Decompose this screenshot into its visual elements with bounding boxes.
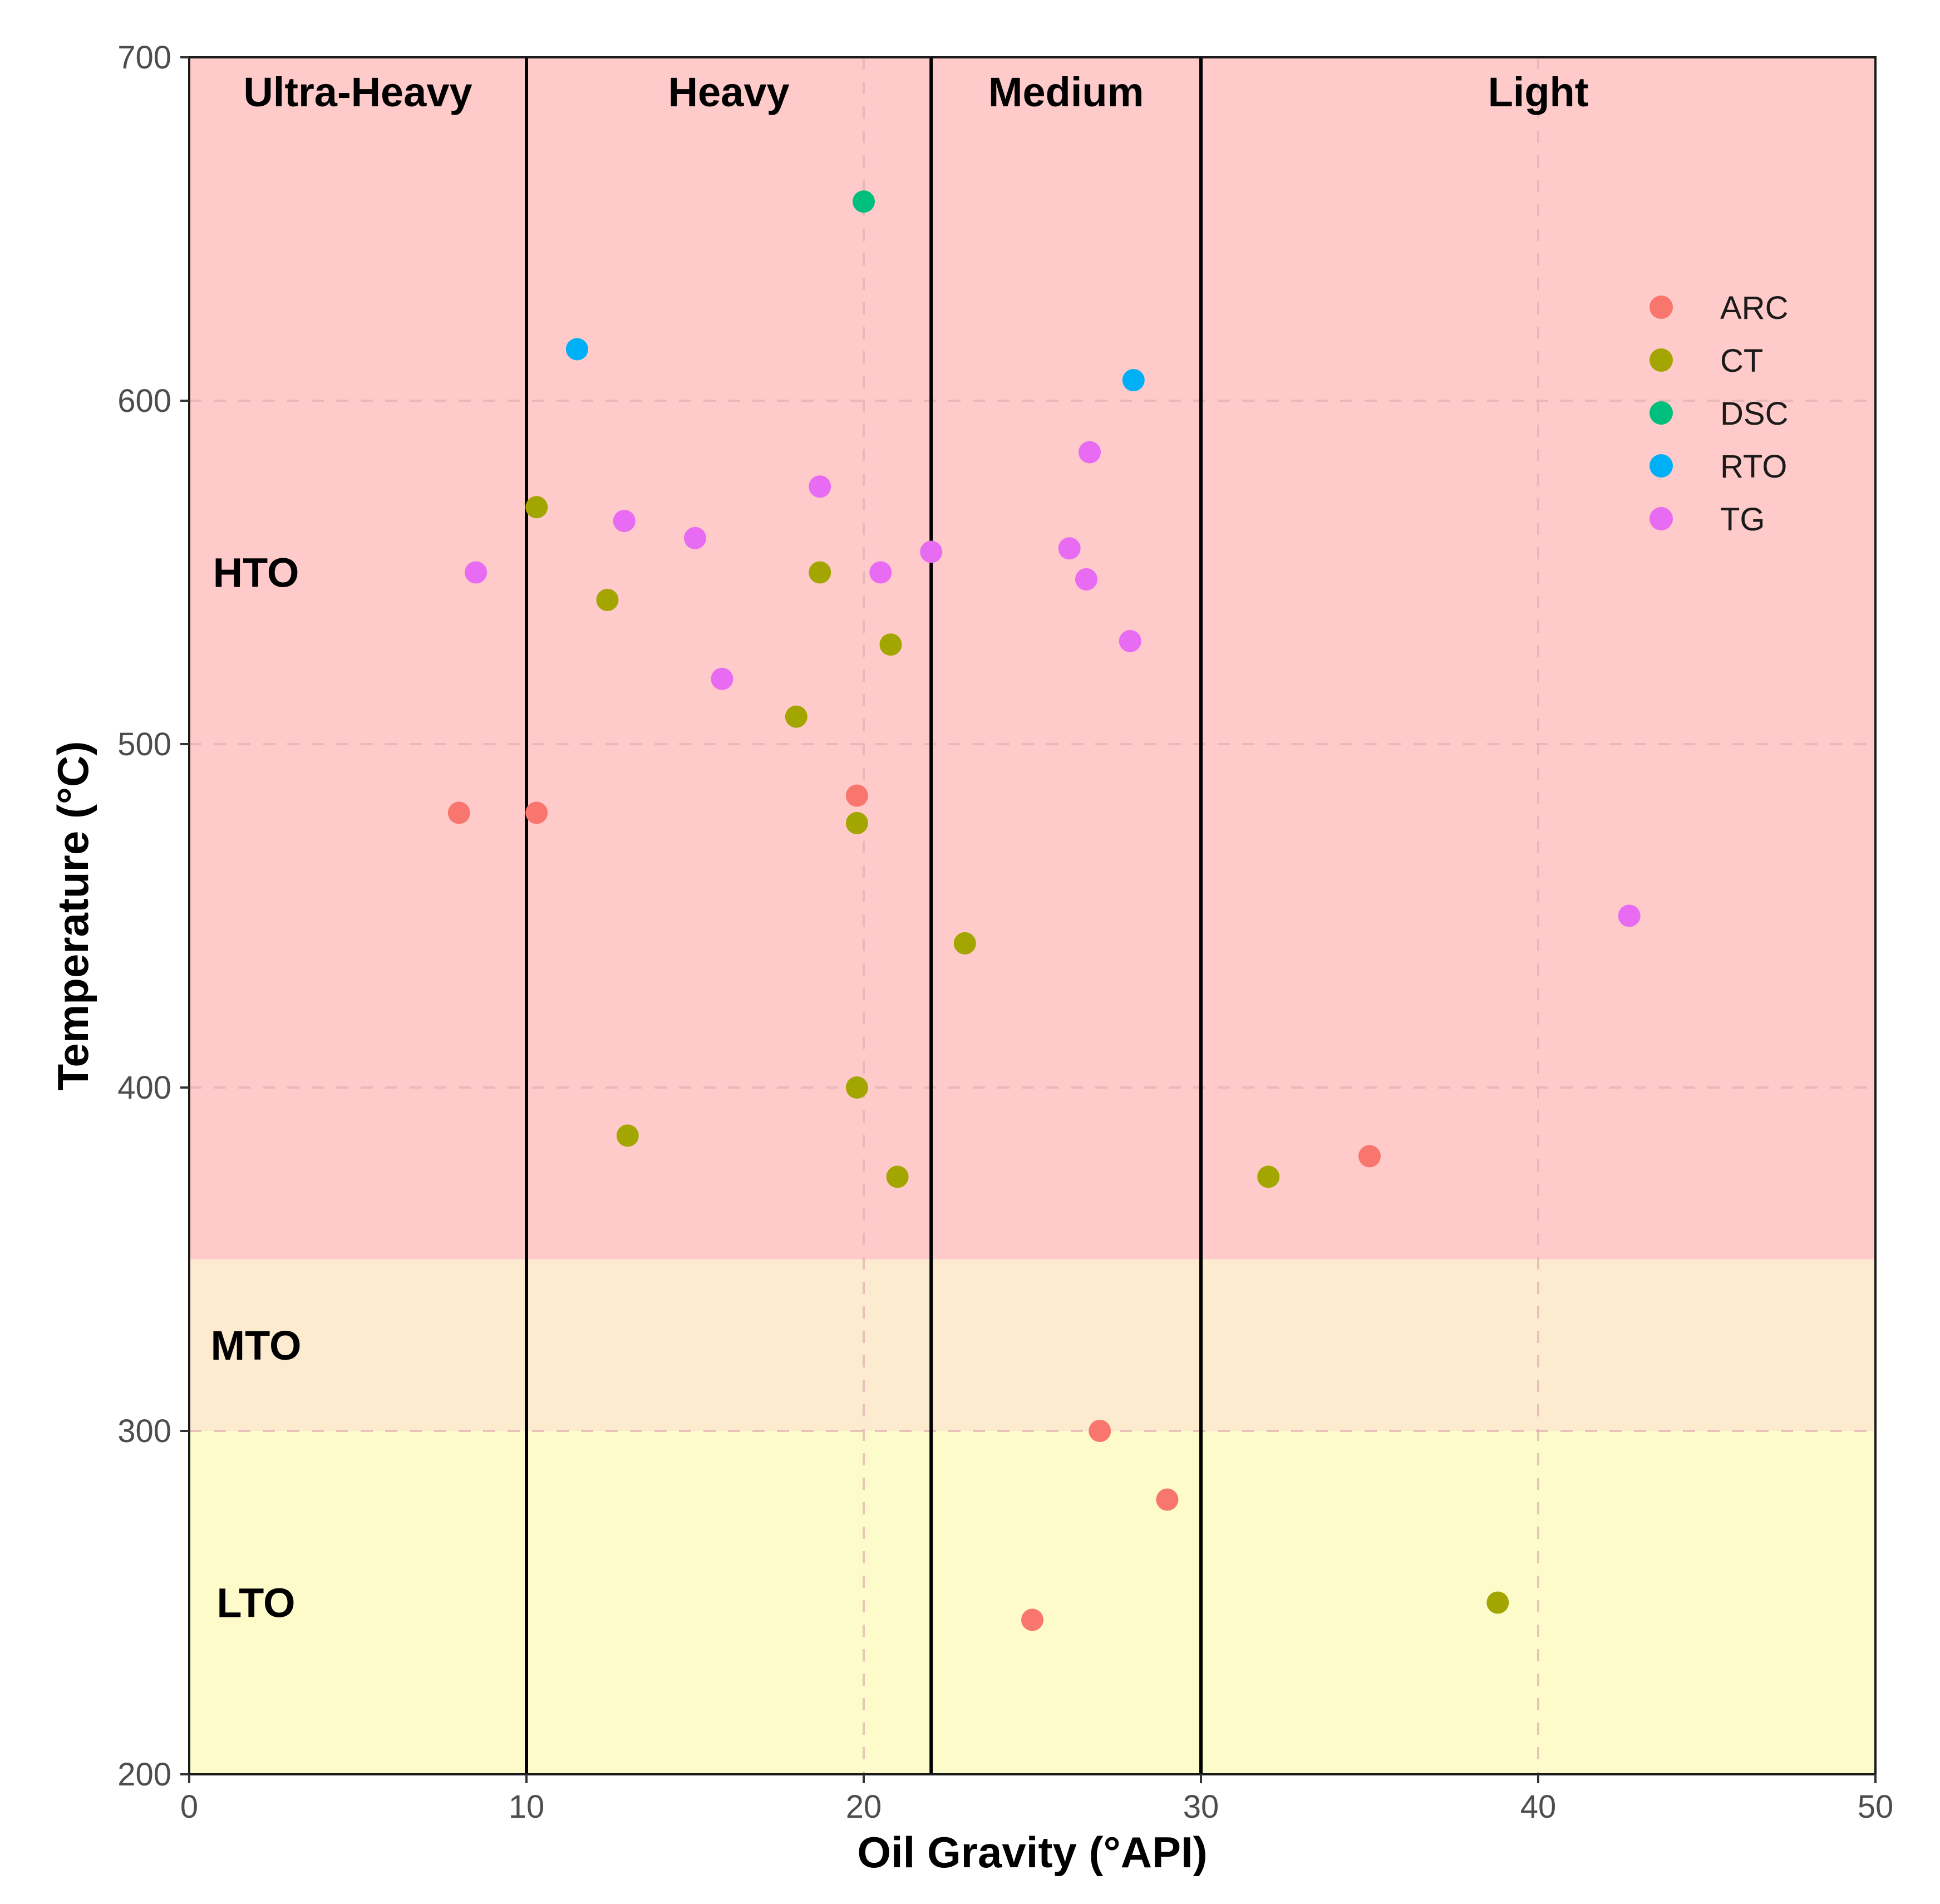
point-arc	[845, 784, 868, 807]
point-arc	[1021, 1608, 1043, 1631]
point-tg	[711, 667, 733, 690]
region-labels: Ultra-Heavy Heavy Medium Light HTO MTO LTO	[210, 69, 1588, 1626]
legend-label-arc: ARC	[1720, 290, 1788, 326]
x-tick-label: 40	[1520, 1789, 1557, 1825]
point-ct	[879, 633, 902, 656]
legend-label-ct: CT	[1720, 343, 1763, 379]
point-rto	[1122, 368, 1145, 391]
band-hto	[189, 57, 1875, 1260]
point-ct	[785, 705, 807, 728]
y-tick-label: 600	[117, 383, 171, 419]
y-tick-label: 400	[117, 1070, 171, 1106]
point-arc	[1358, 1145, 1381, 1168]
point-rto	[565, 338, 588, 361]
data-points	[447, 190, 1641, 1631]
temperature-bands	[189, 57, 1875, 1774]
point-arc	[525, 801, 548, 824]
point-arc	[1156, 1488, 1179, 1511]
x-axis-title: Oil Gravity (°API)	[857, 1828, 1207, 1877]
point-ct	[1257, 1165, 1280, 1188]
point-tg	[613, 509, 636, 532]
point-tg	[684, 527, 706, 549]
class-label-ultra-heavy: Ultra-Heavy	[243, 69, 472, 115]
legend-marker-rto	[1650, 454, 1673, 478]
point-ct	[616, 1124, 639, 1147]
band-label-hto: HTO	[213, 550, 299, 596]
legend-marker-arc	[1650, 296, 1673, 319]
point-tg	[809, 475, 831, 498]
legend: ARC CT DSC RTO TG	[1650, 290, 1788, 538]
point-dsc	[853, 190, 875, 213]
y-tick-label: 700	[117, 40, 171, 76]
x-tick-label: 10	[509, 1789, 545, 1825]
point-ct	[809, 561, 831, 584]
point-tg	[869, 561, 892, 584]
point-ct	[845, 811, 868, 834]
legend-marker-ct	[1650, 348, 1673, 372]
legend-label-rto: RTO	[1720, 449, 1787, 485]
point-ct	[886, 1165, 909, 1188]
legend-label-tg: TG	[1720, 501, 1765, 538]
y-tick-label: 500	[117, 726, 171, 762]
gravity-class-dividers	[525, 57, 1203, 1774]
point-ct	[596, 588, 619, 611]
point-tg	[1618, 904, 1641, 927]
plot-border	[188, 56, 1877, 1775]
legend-marker-dsc	[1650, 401, 1673, 425]
x-tick-label: 0	[180, 1789, 198, 1825]
point-tg	[465, 561, 488, 584]
class-label-light: Light	[1488, 69, 1589, 115]
class-label-medium: Medium	[988, 69, 1144, 115]
x-tick-label: 30	[1183, 1789, 1219, 1825]
point-arc	[1089, 1420, 1111, 1442]
point-ct	[953, 932, 976, 955]
x-tick-label: 20	[846, 1789, 882, 1825]
y-axis-title: Temperature (°C)	[48, 741, 97, 1091]
point-ct	[845, 1076, 868, 1099]
y-tick-label: 200	[117, 1757, 171, 1793]
band-mto	[189, 1259, 1875, 1431]
class-label-heavy: Heavy	[668, 69, 790, 115]
point-tg	[1058, 537, 1081, 560]
band-label-mto: MTO	[210, 1322, 301, 1369]
point-ct	[1486, 1591, 1509, 1614]
point-ct	[525, 496, 548, 519]
point-tg	[1075, 568, 1097, 591]
point-tg	[920, 540, 943, 563]
x-tick-label: 50	[1858, 1789, 1894, 1825]
point-arc	[447, 801, 470, 824]
point-tg	[1079, 441, 1101, 464]
y-tick-label: 300	[117, 1413, 171, 1449]
legend-marker-tg	[1650, 507, 1673, 530]
axes: 0 10 20 30 40 50 200 300 400 500 600 700	[117, 40, 1893, 1825]
band-lto	[189, 1431, 1875, 1774]
grid-lines	[189, 57, 1875, 1774]
legend-label-dsc: DSC	[1720, 396, 1788, 432]
band-label-lto: LTO	[216, 1580, 295, 1626]
point-tg	[1119, 629, 1141, 652]
